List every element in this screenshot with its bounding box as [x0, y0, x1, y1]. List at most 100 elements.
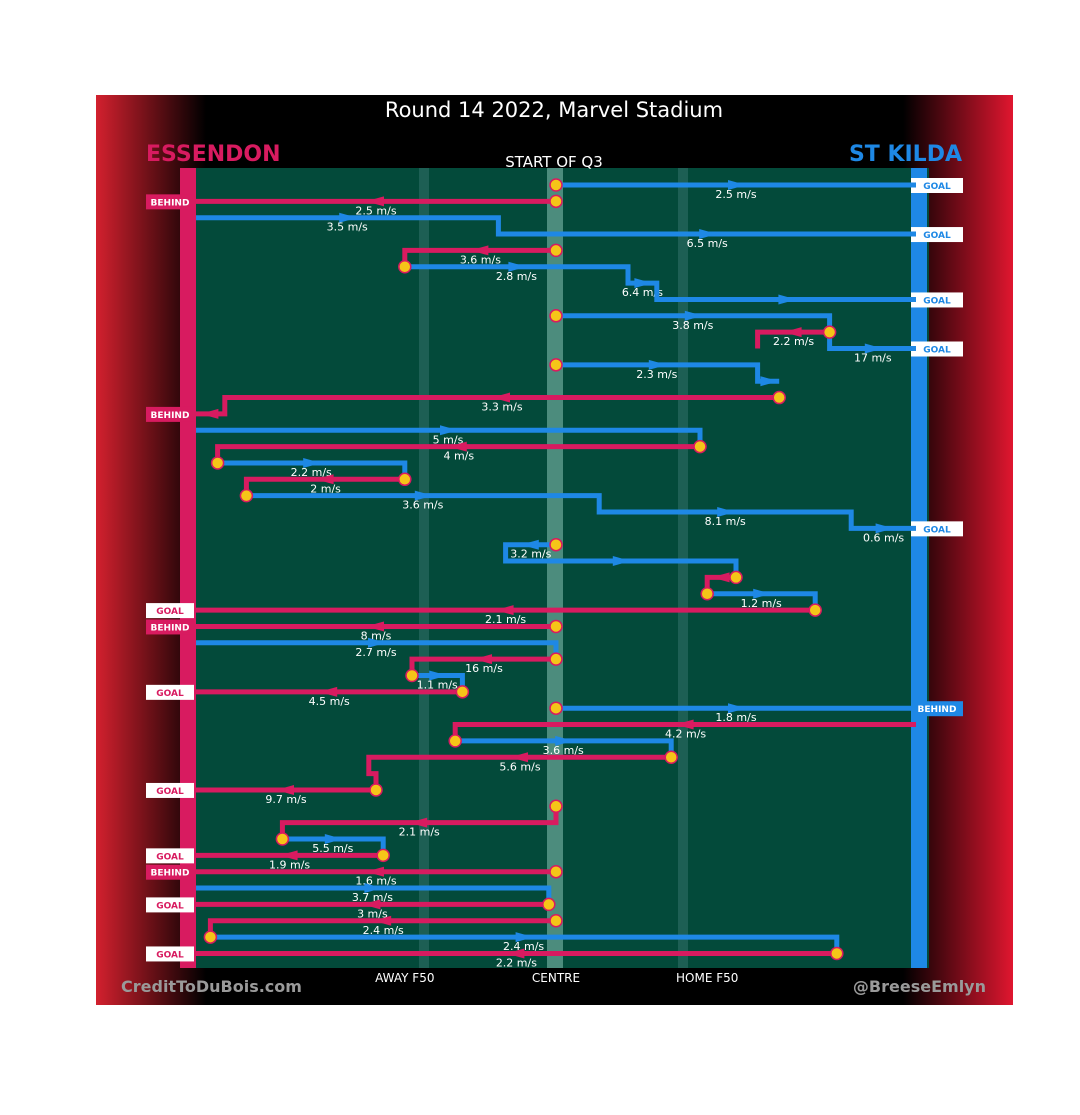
chain-arrow [760, 376, 779, 387]
credit-right: @BreeseEmlyn [853, 977, 986, 996]
ball-marker [448, 734, 462, 748]
chain-arrow [373, 915, 392, 926]
chain-essendon [366, 750, 678, 790]
chain-arrow [414, 490, 433, 501]
chain-stkilda [503, 537, 739, 578]
chain-arrow [506, 948, 525, 959]
chain-arrow [303, 457, 322, 468]
speed-label: 5 m/s [433, 433, 464, 446]
outcome-label: GOAL [923, 182, 951, 192]
ball-marker [822, 325, 837, 339]
outcome-badge: BEHIND [146, 406, 194, 422]
ball-marker [729, 570, 743, 585]
outcome-badge: GOAL [911, 178, 963, 193]
ball-marker [549, 537, 563, 552]
outcome-label: BEHIND [151, 869, 190, 879]
outcome-badge-box [146, 864, 194, 880]
ball-marker [549, 864, 563, 879]
chain-arrow [555, 735, 574, 746]
ball-marker [549, 652, 563, 666]
chain-arrow [366, 866, 384, 877]
speed-label: 2 m/s [310, 482, 341, 495]
chain-essendon [196, 848, 390, 863]
chain-essendon [196, 946, 844, 961]
outcome-badge-box [911, 341, 963, 357]
chain-stkilda [239, 488, 916, 534]
chain-essendon [196, 864, 563, 879]
outcome-badge: BEHIND [146, 864, 194, 880]
outcome-badge: GOAL [911, 292, 963, 308]
outcome-label: BEHIND [918, 705, 957, 715]
outcome-badge: GOAL [911, 341, 963, 357]
ball-marker [210, 456, 225, 470]
chain-arrow [409, 817, 428, 828]
outcome-label: BEHIND [151, 411, 190, 421]
ball-marker [549, 309, 563, 323]
speed-label: 4 m/s [443, 450, 474, 463]
speed-label: 6.5 m/s [687, 237, 728, 250]
outcome-label: GOAL [156, 607, 184, 617]
outcome-badge-box [146, 946, 194, 962]
outcome-badge-box [911, 227, 963, 243]
chart-title: Round 14 2022, Marvel Stadium [385, 98, 723, 122]
stkilda-bar [911, 168, 927, 968]
outcome-label: GOAL [156, 901, 184, 911]
chain-arrow [684, 310, 703, 321]
speed-label: 2.2 m/s [496, 956, 537, 969]
ball-marker [542, 897, 556, 912]
ball-marker [549, 619, 563, 634]
chain-arrow [495, 605, 514, 616]
outcome-badge: GOAL [911, 521, 963, 537]
away-f50-line [419, 168, 429, 968]
speed-label: 1.2 m/s [741, 597, 782, 610]
chain-arrow [778, 294, 797, 305]
chain-arrow [364, 883, 383, 894]
chain-arrow [515, 932, 534, 943]
chain-essendon [196, 619, 563, 634]
chain-arrow [717, 507, 736, 517]
ball-marker [398, 260, 412, 274]
ball-marker [830, 946, 844, 961]
speed-label: 4.5 m/s [309, 695, 350, 708]
outcome-badge-box [911, 178, 963, 193]
ball-marker [549, 358, 563, 372]
outcome-badge-box [146, 848, 194, 864]
x-tick-label: AWAY F50 [375, 971, 434, 985]
outcome-label: GOAL [923, 296, 951, 306]
outcome-badge-box [146, 782, 194, 798]
chart-subtitle: START OF Q3 [505, 153, 603, 171]
outcome-label: BEHIND [151, 198, 190, 208]
speed-label: 17 m/s [854, 352, 892, 365]
chain-arrow [675, 719, 694, 730]
chains-layer: 2.5 m/s 2.5 m/s 3.5 m/s 6.5 m/s 3.6 m/s 2.8 m… [146, 178, 963, 969]
outcome-badge-box [146, 619, 194, 635]
outcome-badge-box [146, 194, 194, 210]
speed-label: 3.7 m/s [352, 891, 393, 904]
chain-arrow [728, 180, 746, 190]
centre-line [547, 168, 563, 968]
speed-labels: 2.5 m/s 2.5 m/s 3.5 m/s 6.5 m/s 3.6 m/s 2.8 m… [265, 188, 904, 969]
speed-label: 3.3 m/s [481, 401, 522, 414]
speed-label: 5.6 m/s [499, 760, 540, 773]
ball-marker [549, 243, 563, 258]
speed-label: 9.7 m/s [265, 793, 306, 806]
speed-label: 2.8 m/s [496, 270, 537, 283]
chain-stkilda [398, 260, 916, 305]
chain-arrow [520, 539, 539, 550]
outcome-badge: BEHIND [146, 194, 194, 210]
ball-marker [772, 390, 786, 405]
chain-essendon [196, 685, 470, 699]
chain-arrow [753, 588, 772, 599]
outcome-badge: GOAL [146, 684, 194, 700]
chain-arrow [711, 572, 730, 583]
speed-label: 1.1 m/s [417, 679, 458, 692]
speed-label: 2.5 m/s [715, 188, 756, 201]
ball-marker [369, 783, 383, 797]
outcome-badge-box [146, 603, 194, 619]
chain-arrow [728, 703, 746, 714]
speed-label: 3.6 m/s [460, 253, 501, 266]
ball-marker [700, 587, 714, 601]
outcome-label: GOAL [156, 787, 184, 797]
ball-marker [398, 472, 412, 487]
ball-marker [549, 701, 563, 715]
